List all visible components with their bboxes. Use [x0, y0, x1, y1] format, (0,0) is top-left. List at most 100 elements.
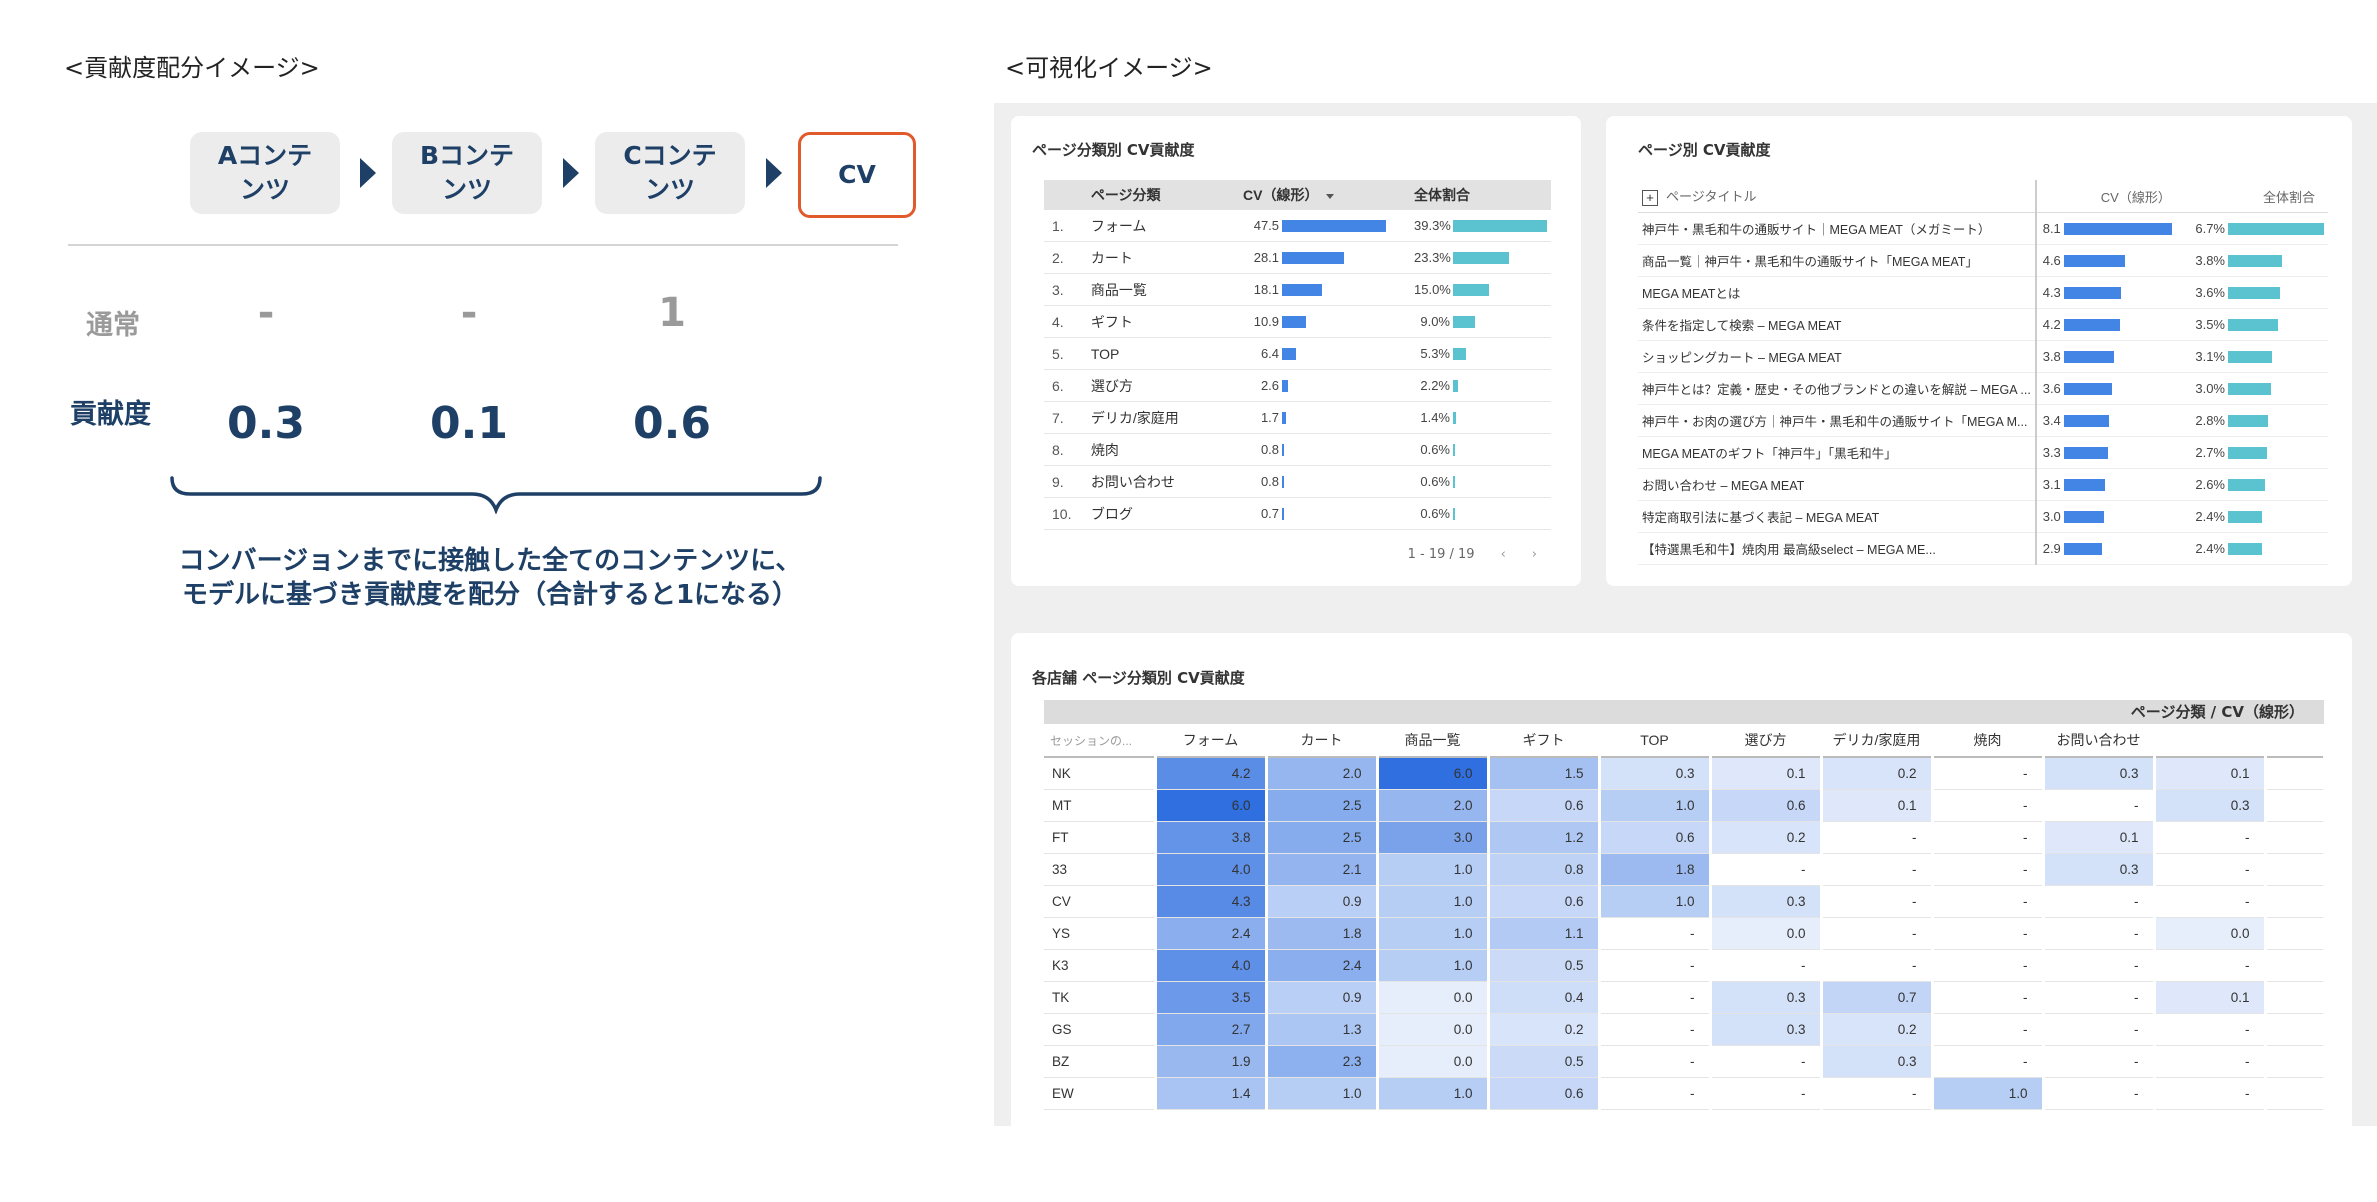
- table-row[interactable]: 3. 商品一覧 18.1 15.0%: [1044, 273, 1551, 306]
- bar-value: 3.0%: [2195, 381, 2225, 396]
- heatmap-cell: 4.0: [1155, 949, 1268, 982]
- table-row[interactable]: 商品一覧｜神戸牛・黒毛和牛の通販サイト「MEGA MEAT」 4.6 3.8%: [1638, 244, 2328, 277]
- cv-bar: [1282, 379, 1288, 392]
- bar-cell: 3.0: [2041, 509, 2183, 524]
- table-row[interactable]: 7. デリカ/家庭用 1.7 1.4%: [1044, 401, 1551, 434]
- heatmap-row[interactable]: CV 4.3 0.9 1.0 0.6 1.0 0.3- - - -: [1044, 885, 2326, 918]
- heatmap-cell: -: [2043, 981, 2156, 1014]
- cv-cell: 3.8: [2034, 340, 2187, 373]
- table-row[interactable]: お問い合わせ – MEGA MEAT 3.1 2.6%: [1638, 468, 2328, 501]
- table-row[interactable]: 神戸牛・黒毛和牛の通販サイト｜MEGA MEAT（メガミート） 8.1 6.7%: [1638, 212, 2328, 245]
- column-header-cv[interactable]: CV（線形）: [2034, 180, 2187, 213]
- heatmap-row[interactable]: EW 1.4 1.0 1.0 0.6- - -1.0- -: [1044, 1077, 2326, 1110]
- heatmap-row[interactable]: BZ 1.9 2.3 0.0 0.5- -0.3- - -: [1044, 1045, 2326, 1078]
- heatmap-row[interactable]: NK 4.2 2.0 6.0 1.5 0.3 0.1 0.2-0.3 0.1: [1044, 757, 2326, 790]
- heatmap-row[interactable]: 33 4.0 2.1 1.0 0.8 1.8- - -0.3-: [1044, 853, 2326, 886]
- bar-value: 4.3: [2042, 285, 2061, 300]
- column-header[interactable]: お問い合わせ: [2043, 724, 2154, 758]
- heatmap-cell: 0.2: [1710, 821, 1823, 854]
- cv-bar: [1282, 411, 1286, 424]
- store-name: MT: [1044, 789, 1157, 822]
- table-row[interactable]: 8. 焼肉 0.8 0.6%: [1044, 433, 1551, 466]
- bar-cell: 4.3: [2041, 285, 2183, 300]
- heatmap-cell: 1.0: [1599, 885, 1712, 918]
- row-index: 8.: [1044, 433, 1087, 466]
- column-header-cv[interactable]: CV（線形）: [1239, 180, 1410, 210]
- column-header-share[interactable]: 全体割合: [2187, 180, 2328, 213]
- bar-cell: 2.4%: [2191, 541, 2324, 556]
- row-category: カート: [1086, 241, 1240, 274]
- bar-value: 3.6: [2042, 381, 2061, 396]
- bar-value: 4.2: [2042, 317, 2061, 332]
- table-row[interactable]: 神戸牛・お肉の選び方｜神戸牛・黒毛和牛の通販サイト「MEGA M... 3.4 2.…: [1638, 404, 2328, 437]
- heatmap-row[interactable]: MT 6.0 2.5 2.0 0.6 1.0 0.6 0.1- -0.3: [1044, 789, 2326, 822]
- bar-cell: 3.1%: [2191, 349, 2324, 364]
- table-row[interactable]: 特定商取引法に基づく表記 – MEGA MEAT 3.0 2.4%: [1638, 500, 2328, 533]
- column-header-category[interactable]: ページ分類: [1086, 180, 1240, 210]
- normal-value-a: -: [257, 290, 275, 336]
- table-row[interactable]: 4. ギフト 10.9 9.0%: [1044, 305, 1551, 338]
- column-header[interactable]: ギフト: [1488, 724, 1599, 758]
- curly-brace: [170, 476, 822, 514]
- row-category: ブログ: [1086, 497, 1240, 530]
- heatmap-cell: 2.0: [1266, 757, 1379, 790]
- heatmap-cell: -: [1821, 949, 1934, 982]
- table-row[interactable]: 【特選黒毛和牛】焼肉用 最高級select – MEGA ME... 2.9 2.4…: [1638, 532, 2328, 565]
- bar-cell: 2.9: [2041, 541, 2183, 556]
- cv-cell: 8.1: [2034, 212, 2187, 245]
- table-row[interactable]: MEGA MEATのギフト「神戸牛」「黒毛和牛」 3.3 2.7%: [1638, 436, 2328, 469]
- table-row[interactable]: 5. TOP 6.4 5.3%: [1044, 337, 1551, 370]
- column-header[interactable]: 商品一覧: [1377, 724, 1488, 758]
- share-bar: [2228, 222, 2324, 235]
- table-row[interactable]: 1. フォーム 47.5 39.3%: [1044, 210, 1551, 242]
- table-row[interactable]: 10. ブログ 0.7 0.6%: [1044, 497, 1551, 530]
- heatmap-row[interactable]: FT 3.8 2.5 3.0 1.2 0.6 0.2- -0.1-: [1044, 821, 2326, 854]
- heatmap-cell: 1.8: [1599, 853, 1712, 886]
- row-category: フォーム: [1086, 210, 1240, 242]
- heatmap-cell: 2.0: [1377, 789, 1490, 822]
- row-index: 2.: [1044, 241, 1087, 274]
- column-header[interactable]: 焼肉: [1932, 724, 2043, 758]
- heatmap-cell: 0.0: [1710, 917, 1823, 950]
- heatmap-row[interactable]: YS 2.4 1.8 1.0 1.1-0.0- - -0.0: [1044, 917, 2326, 950]
- share-bar: [2228, 254, 2283, 267]
- table-row[interactable]: 2. カート 28.1 23.3%: [1044, 241, 1551, 274]
- table-row[interactable]: 6. 選び方 2.6 2.2%: [1044, 369, 1551, 402]
- heatmap-row[interactable]: TK 3.5 0.9 0.0 0.4-0.3 0.7- -0.1: [1044, 981, 2326, 1014]
- divider: [68, 244, 898, 246]
- column-header[interactable]: [2154, 724, 2265, 758]
- bar-value: 0.8: [1260, 474, 1280, 489]
- column-header[interactable]: TOP: [1599, 724, 1710, 758]
- column-header[interactable]: デリカ/家庭用: [1821, 724, 1932, 758]
- table-row[interactable]: ショッピングカート – MEGA MEAT 3.8 3.1%: [1638, 340, 2328, 373]
- store-name: EW: [1044, 1077, 1157, 1110]
- heatmap-row[interactable]: K3 4.0 2.4 1.0 0.5- - - - - -: [1044, 949, 2326, 982]
- heatmap-cell: -: [1599, 981, 1712, 1014]
- heatmap-cell: -: [2043, 949, 2156, 982]
- table-row[interactable]: 条件を指定して検索 – MEGA MEAT 4.2 3.5%: [1638, 308, 2328, 341]
- next-page-icon[interactable]: ›: [1531, 547, 1537, 562]
- bar-cell: 0.8: [1243, 442, 1406, 457]
- heatmap-cell: -: [1932, 789, 2045, 822]
- bar-cell: 3.1: [2041, 477, 2183, 492]
- column-header[interactable]: カート: [1266, 724, 1377, 758]
- table-row[interactable]: MEGA MEATとは 4.3 3.6%: [1638, 276, 2328, 309]
- column-header-page-title[interactable]: + ページタイトル: [1638, 180, 2036, 213]
- expand-plus-icon[interactable]: +: [1642, 189, 1658, 206]
- row-page-title: 【特選黒毛和牛】焼肉用 最高級select – MEGA ME...: [1638, 532, 2036, 565]
- cv-bar: [2063, 254, 2126, 267]
- heatmap-row[interactable]: GS 2.7 1.3 0.0 0.2-0.3 0.2- - -: [1044, 1013, 2326, 1046]
- table-row[interactable]: 9. お問い合わせ 0.8 0.6%: [1044, 465, 1551, 498]
- column-header-share[interactable]: 全体割合: [1410, 180, 1551, 210]
- heatmap-cell: 2.7: [1155, 1013, 1268, 1046]
- column-header-session[interactable]: セッションの...: [1044, 724, 1155, 758]
- table-row[interactable]: 神戸牛とは？定義・歴史・その他ブランドとの違いを解説 – MEGA ... 3.6…: [1638, 372, 2328, 405]
- row-category: 焼肉: [1086, 433, 1240, 466]
- cv-bar: [2063, 542, 2103, 555]
- column-header[interactable]: 選び方: [1710, 724, 1821, 758]
- previous-page-icon[interactable]: ‹: [1500, 547, 1506, 562]
- step-b-content: Bコンテ ンツ: [392, 132, 542, 214]
- bar-cell: 4.2: [2041, 317, 2183, 332]
- left-section-heading: <貢献度配分イメージ>: [64, 54, 320, 82]
- column-header[interactable]: フォーム: [1155, 724, 1266, 758]
